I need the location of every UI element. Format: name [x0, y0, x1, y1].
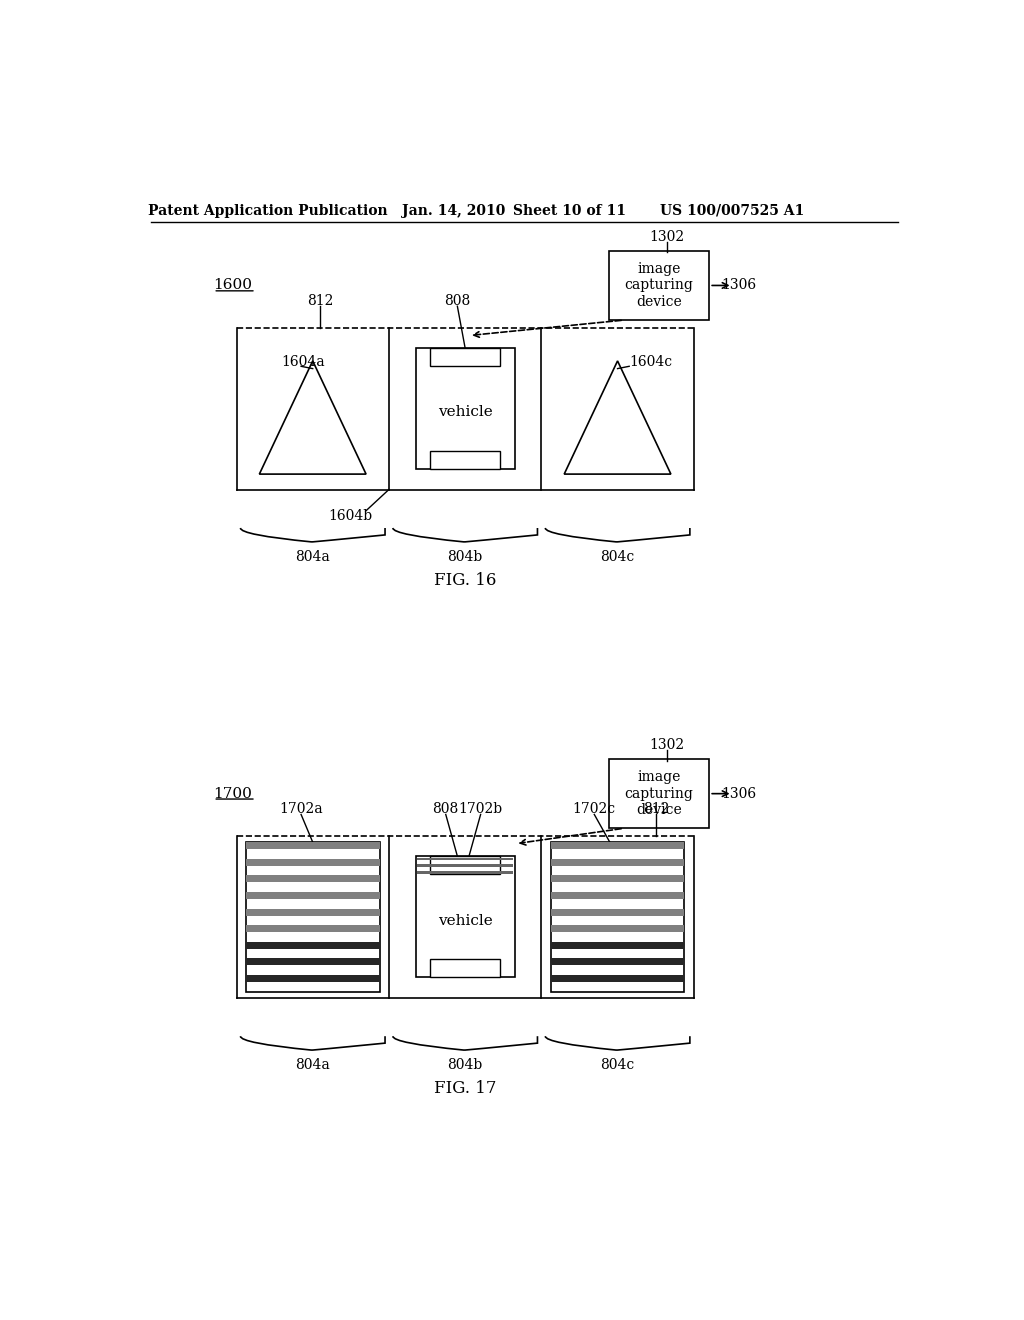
Bar [246, 941, 380, 949]
Bar [416, 857, 515, 978]
Text: FIG. 17: FIG. 17 [434, 1080, 497, 1097]
Bar [417, 858, 513, 861]
Bar [551, 842, 684, 849]
Text: FIG. 16: FIG. 16 [434, 572, 497, 589]
Text: 1604b: 1604b [328, 510, 373, 524]
Bar [551, 892, 684, 899]
Bar [246, 925, 380, 932]
Bar [246, 908, 380, 916]
Text: 1302: 1302 [649, 738, 684, 752]
Bar [430, 960, 500, 978]
Text: 812: 812 [643, 803, 670, 816]
Text: 1600: 1600 [213, 279, 252, 293]
Bar [551, 842, 684, 991]
Text: 804a: 804a [295, 1059, 330, 1072]
Text: 1306: 1306 [721, 279, 757, 293]
Bar [417, 871, 513, 874]
Text: 1604c: 1604c [629, 355, 673, 370]
Bar [551, 925, 684, 932]
Bar [417, 865, 513, 867]
Text: Jan. 14, 2010: Jan. 14, 2010 [401, 203, 505, 218]
Text: Patent Application Publication: Patent Application Publication [147, 203, 387, 218]
Bar [608, 759, 710, 829]
Bar [551, 859, 684, 866]
Bar [416, 348, 515, 470]
Text: 804b: 804b [447, 550, 482, 564]
Bar [246, 842, 380, 849]
Bar [246, 859, 380, 866]
Text: vehicle: vehicle [437, 913, 493, 928]
Text: image
capturing
device: image capturing device [625, 263, 693, 309]
Bar [430, 451, 500, 470]
Text: 1604a: 1604a [282, 355, 326, 370]
Bar [246, 975, 380, 982]
Bar [430, 857, 500, 874]
Text: Sheet 10 of 11: Sheet 10 of 11 [513, 203, 627, 218]
Bar [246, 875, 380, 882]
Text: 1302: 1302 [649, 230, 684, 244]
Text: 1306: 1306 [721, 787, 757, 801]
Bar [608, 251, 710, 321]
Text: 1702a: 1702a [280, 803, 323, 816]
Text: 1700: 1700 [213, 787, 252, 801]
Text: 804c: 804c [600, 1059, 635, 1072]
Text: US 100/007525 A1: US 100/007525 A1 [660, 203, 805, 218]
Bar [551, 941, 684, 949]
Bar [246, 842, 380, 991]
Text: 804c: 804c [600, 550, 635, 564]
Text: 808: 808 [432, 803, 459, 816]
Bar [551, 958, 684, 965]
Text: vehicle: vehicle [437, 405, 493, 420]
Text: 1702b: 1702b [459, 803, 503, 816]
Text: 1702c: 1702c [572, 803, 615, 816]
Text: 812: 812 [307, 294, 334, 308]
Bar [246, 892, 380, 899]
Bar [430, 348, 500, 366]
Text: 804b: 804b [447, 1059, 482, 1072]
Bar [551, 908, 684, 916]
Text: 804a: 804a [295, 550, 330, 564]
Bar [551, 875, 684, 882]
Bar [551, 975, 684, 982]
Text: image
capturing
device: image capturing device [625, 771, 693, 817]
Bar [246, 958, 380, 965]
Text: 808: 808 [444, 294, 470, 308]
